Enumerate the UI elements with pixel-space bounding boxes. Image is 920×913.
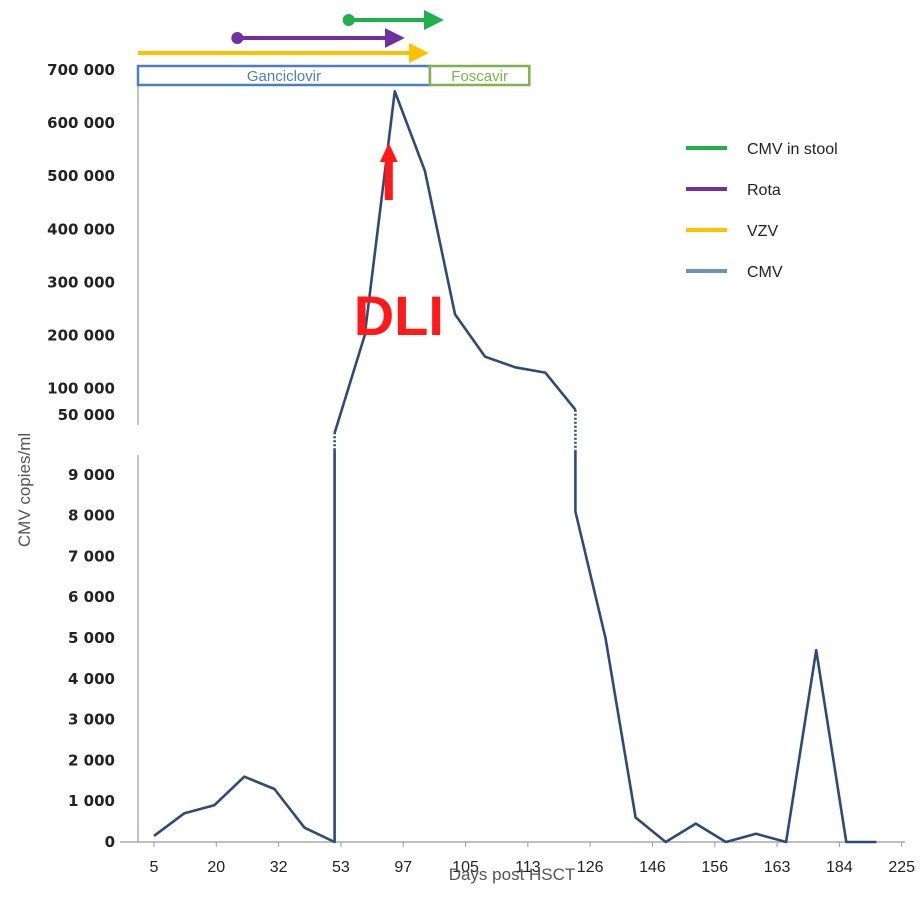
chart-axes — [120, 70, 905, 843]
x-tick-label: 146 — [639, 859, 666, 876]
y-tick-label: 700 000 — [47, 61, 115, 79]
dli-label: DLI — [354, 284, 444, 347]
period-start-dot — [231, 32, 244, 44]
y-tick-label: 300 000 — [47, 273, 115, 291]
y-tick-label: 50 000 — [58, 406, 115, 424]
y-tick-label: 200 000 — [47, 326, 115, 344]
infection-periods — [138, 10, 444, 63]
x-tick-label: 105 — [452, 859, 479, 876]
legend-label: CMV — [747, 264, 783, 281]
legend: CMV in stool Rota VZV CMV — [686, 141, 838, 281]
series-line — [333, 90, 577, 434]
x-tick-label: 32 — [270, 859, 288, 876]
y-tick-label: 1 000 — [68, 792, 115, 810]
y-tick-label: 500 000 — [47, 167, 115, 185]
treatment-label: Foscavir — [451, 68, 508, 85]
y-tick-label: 0 — [105, 833, 115, 851]
x-axis-ticks: 5 20 32 53 97 105 113 126 146 156 163 184 225 — [150, 842, 915, 876]
y-tick-label: 6 000 — [68, 588, 115, 606]
series-line — [153, 450, 336, 844]
x-tick-label: 184 — [826, 859, 853, 876]
y-tick-label: 9 000 — [68, 466, 115, 484]
dli-arrow-shaft — [384, 162, 393, 200]
x-tick-label: 163 — [764, 859, 791, 876]
y-tick-label: 2 000 — [68, 751, 115, 769]
y-tick-label: 5 000 — [68, 629, 115, 647]
legend-label: VZV — [747, 223, 778, 240]
period-start-dot — [342, 14, 355, 26]
y-tick-label: 3 000 — [68, 711, 115, 729]
x-tick-label: 225 — [888, 859, 915, 876]
y-tick-label: 4 000 — [68, 670, 115, 688]
y-tick-label: 7 000 — [68, 547, 115, 565]
legend-label: CMV in stool — [747, 141, 838, 158]
y-axis-title: CMV copies/ml — [15, 433, 34, 547]
x-tick-label: 20 — [207, 859, 225, 876]
series-line — [574, 450, 877, 844]
y-tick-label: 100 000 — [47, 380, 115, 398]
dli-arrow-head — [379, 143, 398, 162]
treatment-label: Ganciclovir — [247, 68, 321, 85]
treatment-bars: Ganciclovir Foscavir — [136, 64, 531, 87]
y-axis-ticks: 0 1 000 2 000 3 000 4 000 5 000 6 000 7 000 8 00… — [47, 61, 115, 851]
x-tick-label: 53 — [332, 859, 350, 876]
legend-label: Rota — [747, 182, 781, 199]
x-tick-label: 113 — [515, 859, 541, 876]
x-tick-label: 97 — [394, 859, 412, 876]
treatment-box — [428, 64, 531, 87]
y-tick-label: 8 000 — [68, 507, 115, 525]
x-tick-label: 156 — [701, 859, 728, 876]
y-tick-label: 600 000 — [47, 114, 115, 132]
x-tick-label: 5 — [150, 859, 159, 876]
series-lines — [153, 90, 877, 844]
x-tick-label: 126 — [577, 859, 604, 876]
x-axis-title: Days post HSCT — [449, 865, 576, 884]
y-tick-label: 400 000 — [47, 220, 115, 238]
annotations: DLI — [354, 143, 444, 347]
